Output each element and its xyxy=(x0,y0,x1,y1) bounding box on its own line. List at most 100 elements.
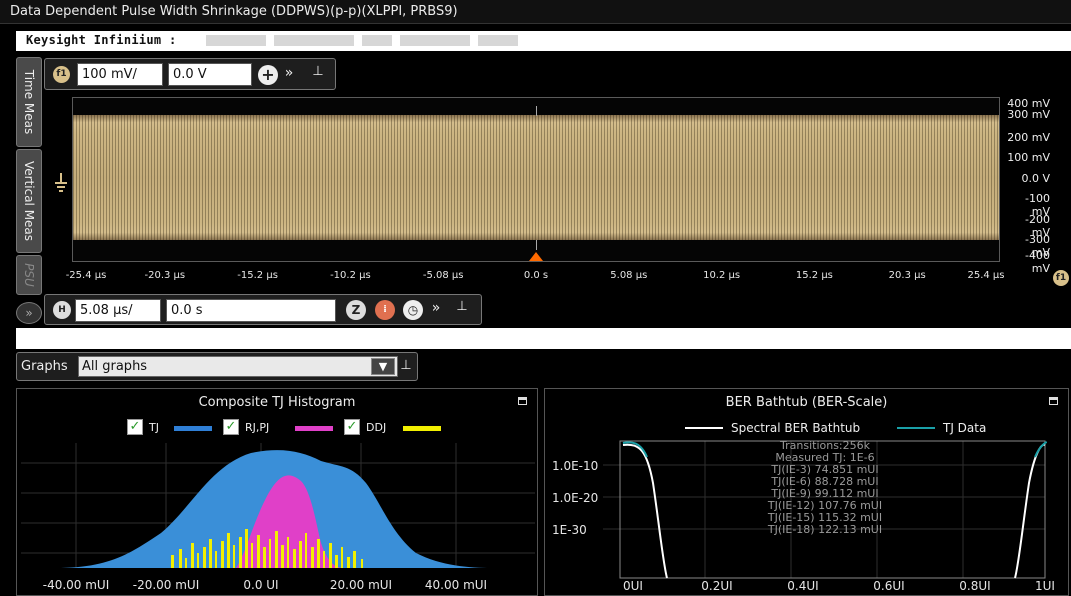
horizontal-toolbar: H 5.08 µs/ 0.0 s Z ⁞ ◷ » ⊥ xyxy=(44,294,482,325)
bathtub-axes-frame xyxy=(619,440,1046,579)
bathtub-annotation: Measured TJ: 1E-6 xyxy=(775,451,874,464)
bathtub-annotation: Transitions:256k xyxy=(779,439,871,452)
y-axis-label: 0.0 V xyxy=(1021,172,1050,185)
bathtub-annotation: TJ(IE-3) 74.851 mUI xyxy=(770,463,878,476)
hist-x-tick: 40.00 mUI xyxy=(425,578,487,592)
delay-icon[interactable]: ⁞ xyxy=(375,300,395,320)
bathtub-y-tick: 1.0E-10 xyxy=(552,459,598,473)
tab-psu-label: PSU xyxy=(22,263,36,287)
trigger-marker-icon xyxy=(529,252,543,261)
expand-icon[interactable]: » xyxy=(284,65,294,81)
redacted-block xyxy=(362,35,392,46)
legend-ddj-label: DDJ xyxy=(366,421,387,434)
collapse-toggle-icon[interactable]: » xyxy=(16,302,42,324)
histogram-title: Composite TJ Histogram xyxy=(198,395,356,410)
chevron-down-icon[interactable]: ▼ xyxy=(371,358,395,375)
bathtub-x-tick: 1UI xyxy=(1035,579,1055,593)
add-icon[interactable]: + xyxy=(258,65,278,85)
pin-icon[interactable]: ⊥ xyxy=(456,299,468,314)
legend-rjpj-label: RJ,PJ xyxy=(245,421,270,434)
x-axis-label: -10.2 µs xyxy=(330,270,371,281)
status-strip xyxy=(16,328,1071,349)
ground-marker-icon[interactable] xyxy=(52,171,70,193)
bathtub-x-tick: 0.6UI xyxy=(873,579,904,593)
redacted-block xyxy=(400,35,470,46)
rjpj-checkbox[interactable]: ✓ xyxy=(223,419,239,435)
legend-ddj-swatch xyxy=(403,426,441,431)
x-axis-label: -20.3 µs xyxy=(144,270,186,281)
legend-rjpj-swatch xyxy=(295,426,333,431)
graphs-selected-value: All graphs xyxy=(82,359,148,374)
waveform-display: 400 mV 300 mV 200 mV 100 mV 0.0 V -100 mV -200… xyxy=(42,93,1071,296)
x-axis-label: -5.08 µs xyxy=(422,270,464,281)
vertical-scale-input[interactable]: 100 mV/ xyxy=(77,63,163,86)
hist-x-tick: 20.00 mUI xyxy=(330,578,392,592)
graphs-label: Graphs xyxy=(21,359,68,374)
redacted-block xyxy=(206,35,266,46)
bathtub-x-tick: 0.8UI xyxy=(959,579,990,593)
tab-vertical-meas[interactable]: Vertical Meas xyxy=(16,149,42,253)
ddj-checkbox[interactable]: ✓ xyxy=(344,419,360,435)
bathtub-x-tick: 0.2UI xyxy=(701,579,732,593)
histogram-panel: Composite TJ Histogram ✓ TJ ✓ RJ,PJ ✓ DD… xyxy=(16,388,538,596)
bathtub-y-tick: 1E-30 xyxy=(552,523,587,537)
redacted-block xyxy=(274,35,354,46)
waveform-trace xyxy=(73,115,999,240)
x-axis-label: 10.2 µs xyxy=(703,270,741,281)
x-axis-badge[interactable]: f1 xyxy=(1053,270,1069,286)
bathtub-plot[interactable]: Spectral BER Bathtub TJ Data 1.0E-10 1.0… xyxy=(545,413,1068,596)
tab-psu[interactable]: PSU xyxy=(16,255,42,295)
pin-icon[interactable]: ⊥ xyxy=(312,64,324,79)
y-axis-label: -200 mV xyxy=(1025,213,1050,239)
x-axis-label: 20.3 µs xyxy=(888,270,926,281)
center-marker xyxy=(536,106,537,116)
maximize-icon[interactable] xyxy=(1049,397,1058,405)
hist-x-tick: -20.00 mUI xyxy=(133,578,200,592)
bathtub-panel: BER Bathtub (BER-Scale) Spectral BER Bat… xyxy=(544,388,1069,596)
horizontal-position-input[interactable]: 0.0 s xyxy=(166,299,336,322)
side-tab-strip: Time Meas Vertical Meas PSU xyxy=(16,57,42,352)
window-title-bar: Data Dependent Pulse Width Shrinkage (DD… xyxy=(0,0,1071,24)
tj-checkbox[interactable]: ✓ xyxy=(127,419,143,435)
bathtub-annotation: TJ(IE-15) 115.32 mUI xyxy=(767,511,882,524)
expand-icon[interactable]: » xyxy=(431,300,441,316)
instrument-label: Keysight Infiniium : xyxy=(26,33,177,47)
bathtub-y-tick: 1.0E-20 xyxy=(552,491,598,505)
x-axis-label: -15.2 µs xyxy=(237,270,278,281)
x-axis-label: 25.4 µs xyxy=(967,270,1005,281)
legend-tj-label: TJ xyxy=(149,421,159,434)
bathtub-title: BER Bathtub (BER-Scale) xyxy=(725,395,888,410)
x-axis-label: 15.2 µs xyxy=(795,270,833,281)
tab-time-meas-label: Time Meas xyxy=(22,69,36,135)
horizontal-badge[interactable]: H xyxy=(53,301,71,319)
window-title: Data Dependent Pulse Width Shrinkage (DD… xyxy=(10,4,458,19)
histogram-plot[interactable]: -40.00 mUI -20.00 mUI 0.0 UI 20.00 mUI 4… xyxy=(21,443,535,595)
vertical-toolbar: f1 100 mV/ 0.0 V + » ⊥ xyxy=(44,58,336,90)
y-axis-label: -300 mV xyxy=(1025,233,1050,259)
vertical-offset-input[interactable]: 0.0 V xyxy=(168,63,252,86)
x-axis-label: -25.4 µs xyxy=(65,270,107,281)
zoom-icon[interactable]: Z xyxy=(346,300,366,320)
hist-x-tick: -40.00 mUI xyxy=(43,578,110,592)
tab-time-meas[interactable]: Time Meas xyxy=(16,57,42,147)
maximize-icon[interactable] xyxy=(518,397,527,405)
legend-tjdata-label: TJ Data xyxy=(942,421,986,435)
horizontal-scale-input[interactable]: 5.08 µs/ xyxy=(75,299,161,322)
channel-badge[interactable]: f1 xyxy=(53,66,70,83)
pin-icon[interactable]: ⊥ xyxy=(400,358,412,373)
clock-icon[interactable]: ◷ xyxy=(403,300,423,320)
rjpj-histogram-area xyxy=(236,475,343,568)
y-axis-label: 300 mV xyxy=(1007,108,1050,121)
instrument-bar: Keysight Infiniium : xyxy=(16,31,1071,51)
bathtub-x-tick: 0.4UI xyxy=(787,579,818,593)
redacted-block xyxy=(478,35,518,46)
graphs-toolbar: Graphs All graphs ▼ ⊥ xyxy=(16,352,418,381)
waveform-grid[interactable] xyxy=(72,97,1000,262)
tab-vertical-meas-label: Vertical Meas xyxy=(22,160,36,242)
bathtub-annotation: TJ(IE-18) 122.13 mUI xyxy=(767,523,882,536)
graphs-select[interactable]: All graphs ▼ xyxy=(78,356,398,377)
legend-tj-swatch xyxy=(174,426,212,431)
legend-spectral-label: Spectral BER Bathtub xyxy=(731,421,860,435)
bathtub-annotation: TJ(IE-6) 88.728 mUI xyxy=(770,475,878,488)
tj-data-curve xyxy=(622,441,1047,458)
